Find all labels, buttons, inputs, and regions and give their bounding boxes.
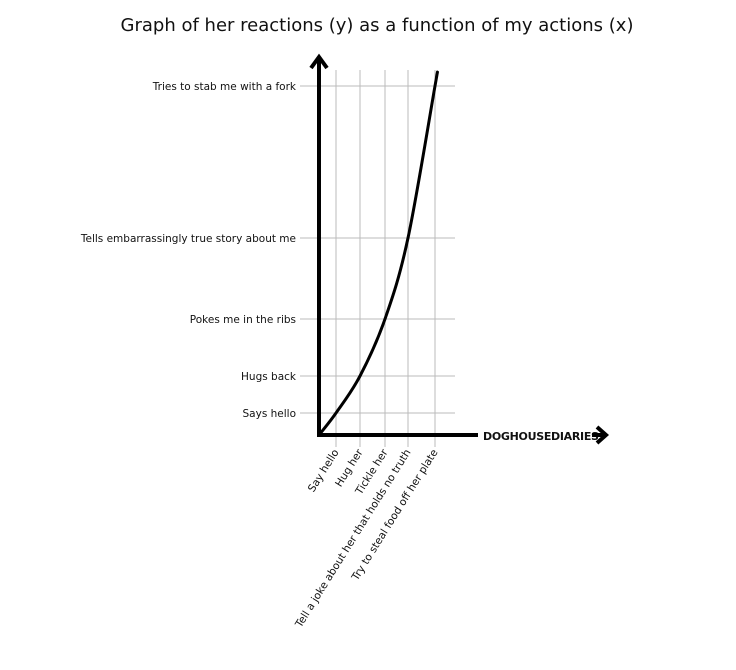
y-tick-label: Tries to stab me with a fork: [152, 81, 297, 93]
x-tick-label: Tell a joke about her that holds no trut…: [293, 447, 414, 630]
reaction-curve: [317, 70, 439, 436]
x-tick-label: Say hello: [306, 447, 342, 494]
y-tick-label: Says hello: [243, 408, 297, 420]
y-tick-label: Hugs back: [241, 371, 297, 383]
y-tick-labels: Says hello Hugs back Pokes me in the ribs T…: [80, 81, 297, 420]
chart-title: Graph of her reactions (y) as a function…: [121, 15, 634, 36]
y-axis: [309, 53, 329, 436]
x-axis: DOGHOUSEDIARIES: [317, 425, 610, 445]
y-tick-label: Pokes me in the ribs: [190, 314, 296, 326]
watermark: DOGHOUSEDIARIES: [483, 430, 599, 443]
grid: [300, 70, 455, 447]
x-axis-arrow-icon: [595, 425, 610, 445]
y-tick-label: Tells embarrassingly true story about me: [80, 233, 296, 245]
y-axis-arrow-icon: [309, 53, 329, 70]
